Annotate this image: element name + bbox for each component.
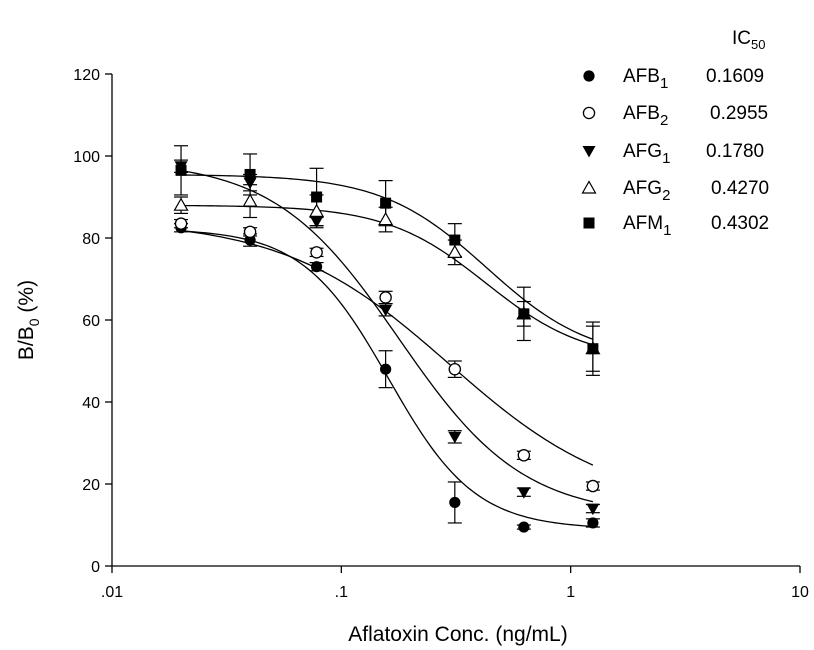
data-point [517, 449, 531, 462]
data-point [309, 203, 325, 217]
data-point [243, 177, 257, 190]
x-tick-label: 10 [791, 584, 809, 601]
data-point [311, 191, 323, 203]
legend-marker [583, 70, 595, 82]
axes: 0 20 40 60 80 100 120 .01 .1 1 10 [73, 67, 809, 601]
x-tick-label: .1 [335, 584, 348, 601]
data-point [243, 225, 257, 239]
data-point [380, 197, 392, 209]
legend-label: AFB1 [623, 66, 668, 92]
data-point [586, 479, 600, 493]
data-point [518, 521, 530, 533]
data-point [310, 261, 323, 273]
y-tick-label: 60 [82, 313, 100, 330]
data-point [242, 193, 258, 207]
data-point [449, 496, 461, 509]
y-tick-label: 20 [82, 477, 100, 494]
fit-curve [180, 229, 594, 466]
legend-ic50-value: 0.4302 [711, 213, 769, 234]
legend-ic50-value: 0.2955 [710, 103, 768, 124]
legend-ic50-value: 0.4270 [711, 178, 769, 199]
legend-marker [582, 146, 596, 158]
y-tick-label: 80 [82, 231, 100, 248]
data-point [448, 431, 462, 444]
data-point [447, 244, 463, 258]
legend: IC50 AFB1 0.1609 AFB2 0.2955 AFG1 0.1780 AFG2 0.… [581, 28, 769, 239]
legend-label: AFG2 [623, 178, 670, 204]
x-tick-label: .01 [101, 584, 123, 601]
legend-label: AFG1 [623, 141, 670, 167]
data-point [587, 343, 599, 355]
legend-marker [582, 106, 596, 120]
data-point [175, 164, 187, 176]
data-point [379, 304, 393, 317]
legend-marker [583, 217, 595, 229]
y-tick-label: 40 [82, 395, 100, 412]
legend-ic50-value: 0.1609 [706, 66, 764, 87]
x-axis-label: Aflatoxin Conc. (ng/mL) [348, 623, 567, 646]
data-point [448, 362, 462, 376]
data-point [517, 487, 531, 499]
data-point [587, 517, 599, 529]
y-tick-label: 0 [91, 559, 100, 576]
data-point [379, 291, 392, 304]
data-point [378, 211, 394, 226]
data-point [174, 217, 188, 230]
y-tick-label: 100 [73, 149, 100, 166]
legend-marker [581, 180, 597, 194]
data-point [380, 363, 392, 375]
data-point [449, 234, 461, 246]
y-axis-label: B/B0 (%) [15, 280, 42, 360]
data-point [244, 168, 256, 180]
data-point [173, 197, 189, 211]
legend-label: AFB2 [623, 103, 668, 129]
data-point [310, 216, 324, 229]
y-tick-label: 120 [73, 67, 100, 84]
legend-label: AFM1 [623, 213, 671, 239]
data-markers [173, 161, 601, 533]
legend-ic50-value: 0.1780 [706, 141, 764, 162]
fit-curve [181, 230, 593, 528]
data-point [518, 308, 530, 320]
data-point [310, 246, 323, 259]
x-tick-label: 1 [566, 584, 575, 601]
data-point [586, 503, 600, 516]
legend-header: IC50 [732, 28, 765, 52]
fit-curve [181, 204, 594, 346]
